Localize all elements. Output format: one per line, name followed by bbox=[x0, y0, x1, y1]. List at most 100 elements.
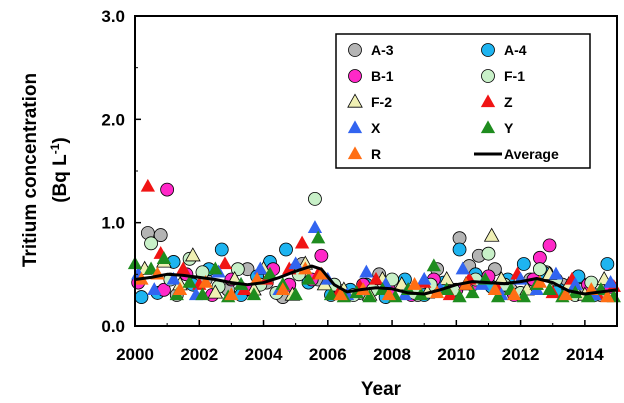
legend-swatch bbox=[347, 93, 363, 108]
point-r bbox=[487, 282, 503, 296]
x-tick-label: 2002 bbox=[180, 345, 218, 364]
x-tick-label: 2000 bbox=[116, 345, 154, 364]
legend-label: F-2 bbox=[371, 94, 392, 110]
y-axis-unit: (Bq L bbox=[50, 154, 71, 203]
y-axis-title-line1: Tritium concentration bbox=[20, 73, 41, 267]
x-tick-label: 2006 bbox=[309, 345, 347, 364]
legend-label: F-1 bbox=[504, 68, 525, 84]
legend-label: Average bbox=[504, 146, 559, 162]
point-r bbox=[224, 287, 239, 301]
point-f1 bbox=[144, 236, 158, 251]
point-x bbox=[359, 264, 374, 278]
point-r bbox=[407, 277, 422, 290]
data-marks bbox=[127, 178, 621, 304]
y-axis-title-line2: (Bq L-1) bbox=[48, 137, 71, 203]
x-axis-ticks: 2000 2002 2004 2006 2008 2010 2012 2014 bbox=[116, 320, 604, 364]
x-tick-label: 2012 bbox=[502, 345, 540, 364]
point-z bbox=[294, 235, 310, 249]
point-f1 bbox=[532, 262, 547, 277]
legend-item-f1: F-1 bbox=[481, 68, 525, 84]
legend-label: A-4 bbox=[504, 42, 527, 58]
point-r bbox=[600, 289, 615, 303]
point-z bbox=[140, 178, 156, 192]
point-x bbox=[147, 282, 162, 296]
point-y bbox=[156, 251, 172, 265]
point-y bbox=[182, 274, 197, 288]
legend-label: B-1 bbox=[371, 68, 394, 84]
legend-item-b1: B-1 bbox=[348, 68, 394, 84]
point-z bbox=[176, 261, 191, 275]
point-f2 bbox=[207, 284, 224, 299]
point-x bbox=[307, 220, 323, 234]
point-f2 bbox=[483, 227, 500, 242]
point-r bbox=[172, 282, 188, 296]
point-a4 bbox=[214, 242, 229, 257]
legend-label: A-3 bbox=[371, 42, 394, 58]
point-x bbox=[166, 271, 181, 285]
point-y bbox=[143, 261, 159, 275]
legend-label: Z bbox=[504, 94, 513, 110]
legend-swatch bbox=[347, 120, 363, 134]
point-y bbox=[311, 230, 326, 244]
point-y bbox=[490, 289, 506, 303]
legend-item-r: R bbox=[347, 146, 381, 162]
point-a3 bbox=[153, 228, 168, 242]
y-axis-unit-close: ) bbox=[50, 137, 71, 143]
point-y bbox=[323, 287, 339, 301]
point-r bbox=[314, 266, 329, 280]
point-b1 bbox=[314, 248, 329, 263]
y-axis-title: Tritium concentration (Bq L-1) bbox=[20, 73, 71, 267]
point-a4 bbox=[279, 242, 293, 257]
point-x bbox=[548, 266, 564, 280]
point-f2 bbox=[185, 247, 201, 262]
point-y bbox=[288, 287, 303, 301]
y-axis-ticks: 0.0 1.0 2.0 3.0 bbox=[101, 7, 141, 336]
series-r bbox=[134, 261, 615, 303]
point-a4 bbox=[452, 242, 467, 257]
legend-item-a3: A-3 bbox=[348, 42, 394, 58]
legend-label: Y bbox=[504, 120, 514, 136]
point-y bbox=[301, 271, 316, 285]
legend-swatch bbox=[480, 120, 496, 134]
point-b1 bbox=[542, 238, 557, 253]
point-y bbox=[195, 287, 210, 301]
x-tick-label: 2010 bbox=[437, 345, 475, 364]
legend-item-average: Average bbox=[474, 146, 559, 162]
legend: A-3 A-4 B-1 F-1 F-2 Z X Y R Average bbox=[335, 33, 591, 169]
legend-label: R bbox=[371, 146, 381, 162]
point-r bbox=[275, 282, 290, 296]
legend-swatch bbox=[481, 69, 495, 83]
x-axis-title: Year bbox=[361, 379, 402, 400]
point-z bbox=[368, 271, 384, 285]
point-a4 bbox=[134, 290, 149, 304]
point-r bbox=[558, 287, 573, 301]
point-a4 bbox=[600, 257, 615, 271]
point-r bbox=[381, 287, 397, 301]
point-x bbox=[417, 271, 432, 285]
point-x bbox=[253, 261, 268, 275]
point-y bbox=[465, 285, 480, 299]
point-r bbox=[532, 274, 548, 288]
point-y bbox=[362, 289, 377, 303]
legend-item-f2: F-2 bbox=[347, 93, 392, 110]
point-y bbox=[426, 258, 441, 272]
point-z bbox=[217, 256, 233, 270]
point-x bbox=[288, 256, 303, 270]
x-tick-label: 2014 bbox=[566, 345, 604, 364]
legend-swatch bbox=[480, 94, 496, 108]
x-tick-label: 2008 bbox=[373, 345, 411, 364]
legend-swatch bbox=[348, 69, 362, 83]
y-tick-label: 0.0 bbox=[101, 317, 125, 336]
legend-swatch bbox=[481, 43, 495, 57]
legend-swatch bbox=[348, 43, 362, 57]
legend-item-x: X bbox=[347, 120, 381, 136]
point-y bbox=[208, 261, 223, 275]
legend-item-y: Y bbox=[480, 120, 514, 136]
y-tick-label: 2.0 bbox=[101, 110, 125, 129]
point-f1 bbox=[481, 246, 496, 261]
legend-swatch bbox=[347, 146, 363, 160]
point-b1 bbox=[160, 182, 175, 197]
point-a4 bbox=[516, 257, 531, 271]
y-tick-label: 1.0 bbox=[101, 214, 125, 233]
